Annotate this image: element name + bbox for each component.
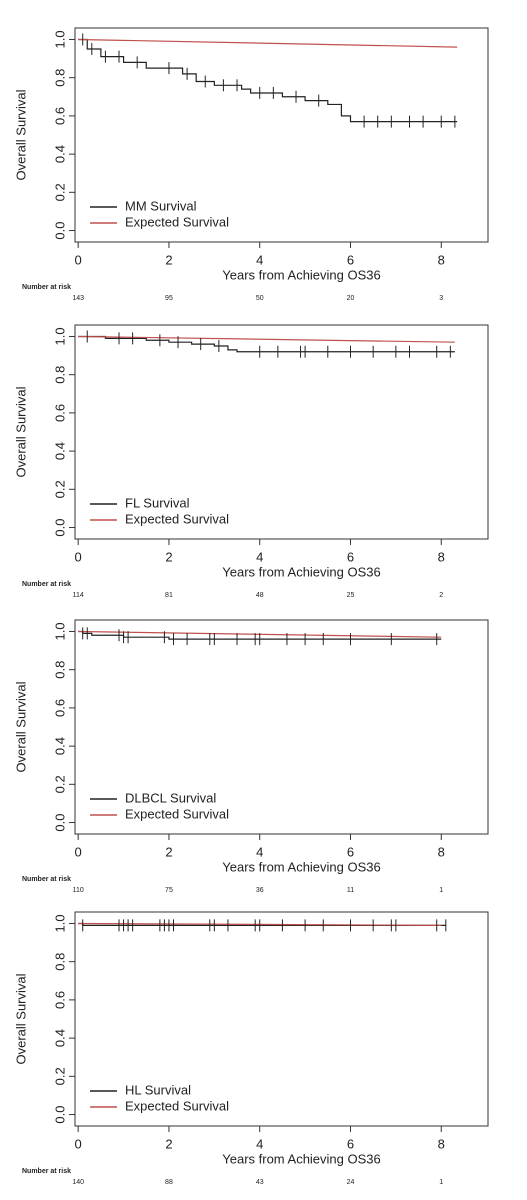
x-tick-label: 6 [347, 844, 354, 859]
y-tick-label: 1.0 [52, 914, 67, 932]
y-tick-label: 0.4 [52, 1029, 67, 1047]
y-tick-label: 0.2 [52, 775, 67, 793]
legend-label: FL Survival [125, 495, 190, 510]
x-tick-label: 2 [165, 549, 172, 564]
y-axis-label: Overall Survival [13, 89, 28, 180]
legend-label: DLBCL Survival [125, 790, 216, 805]
legend-label: Expected Survival [125, 511, 229, 526]
survival-line [78, 335, 455, 353]
x-tick-label: 4 [256, 1136, 263, 1151]
at-risk-title: Number at risk [22, 1168, 71, 1175]
x-axis-label: Years from Achieving OS36 [222, 564, 381, 579]
survival-line [78, 335, 455, 343]
y-tick-label: 0.2 [52, 183, 67, 201]
at-risk-count: 1 [439, 887, 443, 894]
x-tick-label: 2 [165, 1136, 172, 1151]
y-tick-label: 1.0 [52, 327, 67, 345]
y-tick-label: 0.4 [52, 145, 67, 163]
x-axis-label: Years from Achieving OS36 [222, 859, 381, 874]
at-risk-count: 81 [165, 592, 173, 599]
y-tick-label: 0.0 [52, 1105, 67, 1123]
at-risk-count: 114 [73, 592, 84, 599]
plot-frame [74, 27, 489, 243]
y-tick-label: 0.8 [52, 661, 67, 679]
y-tick-label: 0.2 [52, 480, 67, 498]
at-risk-count: 2 [439, 592, 443, 599]
legend-label: HL Survival [125, 1082, 191, 1097]
x-tick-label: 8 [438, 252, 445, 267]
at-risk-title: Number at risk [22, 284, 71, 291]
legend-label: Expected Survival [125, 806, 229, 821]
y-tick-label: 0.0 [52, 221, 67, 239]
at-risk-count: 11 [347, 887, 354, 894]
x-tick-label: 4 [256, 549, 263, 564]
y-tick-label: 0.0 [52, 813, 67, 831]
x-tick-label: 4 [256, 252, 263, 267]
y-tick-label: 0.8 [52, 69, 67, 87]
at-risk-title: Number at risk [22, 876, 71, 883]
x-tick-label: 0 [75, 252, 82, 267]
plot-frame [74, 324, 489, 540]
y-tick-label: 1.0 [52, 30, 67, 48]
x-tick-label: 8 [438, 1136, 445, 1151]
survival-line [78, 38, 458, 123]
y-tick-label: 0.6 [52, 991, 67, 1009]
at-risk-count: 50 [256, 295, 264, 302]
at-risk-count: 25 [347, 592, 355, 599]
legend-label: MM Survival [125, 198, 197, 213]
at-risk-count: 95 [165, 295, 173, 302]
at-risk-count: 75 [165, 887, 173, 894]
x-tick-label: 2 [165, 252, 172, 267]
at-risk-count: 88 [165, 1179, 173, 1186]
at-risk-count: 24 [347, 1179, 355, 1186]
y-axis-label: Overall Survival [13, 681, 28, 772]
at-risk-count: 3 [439, 295, 443, 302]
x-tick-label: 8 [438, 844, 445, 859]
legend-label: Expected Survival [125, 214, 229, 229]
x-tick-label: 8 [438, 549, 445, 564]
survival-line [78, 38, 458, 48]
y-tick-label: 0.4 [52, 442, 67, 460]
y-tick-label: 0.6 [52, 404, 67, 422]
x-tick-label: 6 [347, 1136, 354, 1151]
plot-frame [74, 619, 489, 835]
y-tick-label: 0.0 [52, 518, 67, 536]
y-axis-label: Overall Survival [13, 973, 28, 1064]
y-tick-label: 1.0 [52, 622, 67, 640]
at-risk-count: 43 [256, 1179, 264, 1186]
y-tick-label: 0.4 [52, 737, 67, 755]
at-risk-count: 1 [439, 1179, 443, 1186]
at-risk-count: 140 [72, 1179, 84, 1186]
x-tick-label: 0 [75, 549, 82, 564]
at-risk-title: Number at risk [22, 581, 71, 588]
x-tick-label: 2 [165, 844, 172, 859]
at-risk-count: 36 [256, 887, 264, 894]
at-risk-count: 143 [72, 295, 84, 302]
at-risk-count: 20 [347, 295, 355, 302]
legend-label: Expected Survival [125, 1098, 229, 1113]
plot-frame [74, 911, 489, 1127]
x-axis-label: Years from Achieving OS36 [222, 267, 381, 282]
x-tick-label: 6 [347, 252, 354, 267]
x-tick-label: 4 [256, 844, 263, 859]
y-axis-label: Overall Survival [13, 386, 28, 477]
x-axis-label: Years from Achieving OS36 [222, 1151, 381, 1166]
y-tick-label: 0.8 [52, 953, 67, 971]
y-tick-label: 0.8 [52, 366, 67, 384]
x-tick-label: 0 [75, 844, 82, 859]
y-tick-label: 0.6 [52, 107, 67, 125]
at-risk-count: 110 [73, 887, 84, 894]
y-tick-label: 0.2 [52, 1067, 67, 1085]
x-tick-label: 6 [347, 549, 354, 564]
at-risk-count: 48 [256, 592, 264, 599]
y-tick-label: 0.6 [52, 699, 67, 717]
x-tick-label: 0 [75, 1136, 82, 1151]
